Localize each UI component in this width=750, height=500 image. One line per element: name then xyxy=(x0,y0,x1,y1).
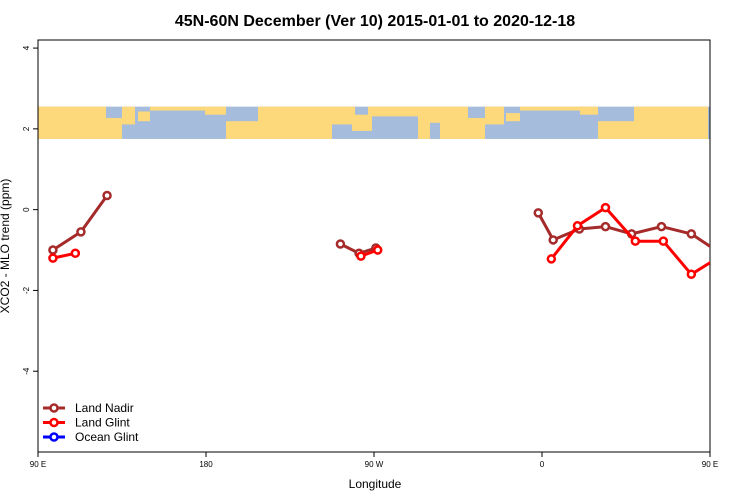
land-mass xyxy=(205,106,226,115)
land-nadir-line xyxy=(52,194,109,252)
land-mass xyxy=(106,117,122,139)
land-mass xyxy=(38,106,106,139)
x-tick-label: 90 E xyxy=(30,460,46,469)
y-tick-label: -2 xyxy=(22,286,31,294)
land-glint-line xyxy=(550,206,710,276)
land-mass xyxy=(520,106,580,111)
land-glint-point xyxy=(356,251,366,261)
x-tick-label: 180 xyxy=(199,460,213,469)
land-nadir-point xyxy=(76,227,86,237)
x-tick-label: 90 W xyxy=(365,460,384,469)
land-glint-point xyxy=(736,250,743,257)
x-tick-label: 0 xyxy=(540,460,545,469)
series-layer xyxy=(48,190,745,280)
land-mass xyxy=(226,121,258,139)
land-mass xyxy=(598,121,634,139)
land-mass xyxy=(258,106,332,139)
land-glint-point xyxy=(572,221,583,231)
land-mass xyxy=(122,106,135,125)
y-axis-label: XCO2 - MLO trend (ppm) xyxy=(0,179,12,314)
land-mass xyxy=(506,113,520,122)
land-mass xyxy=(440,106,468,139)
land-glint-point xyxy=(686,269,697,280)
land-glint-point xyxy=(658,236,669,246)
y-tick-label: 4 xyxy=(22,45,31,50)
land-mass xyxy=(634,106,708,139)
legend-ocean-glint-marker xyxy=(49,432,59,442)
land-nadir-point xyxy=(335,239,346,249)
y-tick-label: 2 xyxy=(22,126,31,131)
world-map-band xyxy=(38,106,710,139)
land-mass xyxy=(468,117,485,139)
land-nadir-point xyxy=(533,208,544,218)
land-mass xyxy=(580,106,598,115)
land-nadir-point xyxy=(712,247,719,254)
land-mass xyxy=(368,106,418,117)
land-glint-point xyxy=(600,202,611,213)
land-glint-point xyxy=(712,256,719,263)
land-nadir-point xyxy=(600,221,611,232)
land-nadir-point xyxy=(548,235,558,245)
land-glint-point xyxy=(70,248,81,259)
x-axis: 90 E 180 90 W 0 90 E xyxy=(30,452,718,469)
land-nadir-point xyxy=(738,229,745,236)
land-nadir-point xyxy=(48,245,58,255)
legend-land-nadir-label: Land Nadir xyxy=(75,401,134,415)
x-axis-label: Longitude xyxy=(349,477,402,491)
y-tick-label: 0 xyxy=(22,207,31,212)
land-nadir-point xyxy=(686,229,697,239)
land-mass xyxy=(150,106,205,111)
land-glint-point xyxy=(546,254,557,264)
land-mass xyxy=(138,111,150,122)
legend-ocean-glint-label: Ocean Glint xyxy=(75,430,139,444)
land-mass xyxy=(418,106,430,139)
land-nadir-line xyxy=(536,212,710,249)
land-glint-point xyxy=(48,253,58,263)
land-mass xyxy=(332,106,355,125)
land-glint-point xyxy=(372,245,383,255)
land-mass xyxy=(485,106,504,125)
y-tick-label: -4 xyxy=(22,367,31,375)
land-nadir-point xyxy=(656,221,667,232)
land-mass xyxy=(430,106,440,123)
chart-title: 45N-60N December (Ver 10) 2015-01-01 to … xyxy=(175,13,575,30)
land-mass xyxy=(352,114,372,131)
x-tick-label: 90 E xyxy=(702,460,718,469)
legend-land-glint-label: Land Glint xyxy=(75,416,130,430)
legend-land-nadir-marker xyxy=(49,403,59,413)
land-glint-point xyxy=(630,236,641,246)
land-nadir-point xyxy=(102,190,112,201)
y-axis: 4 2 0 -2 -4 xyxy=(22,45,38,375)
legend-land-glint-marker xyxy=(49,417,59,428)
